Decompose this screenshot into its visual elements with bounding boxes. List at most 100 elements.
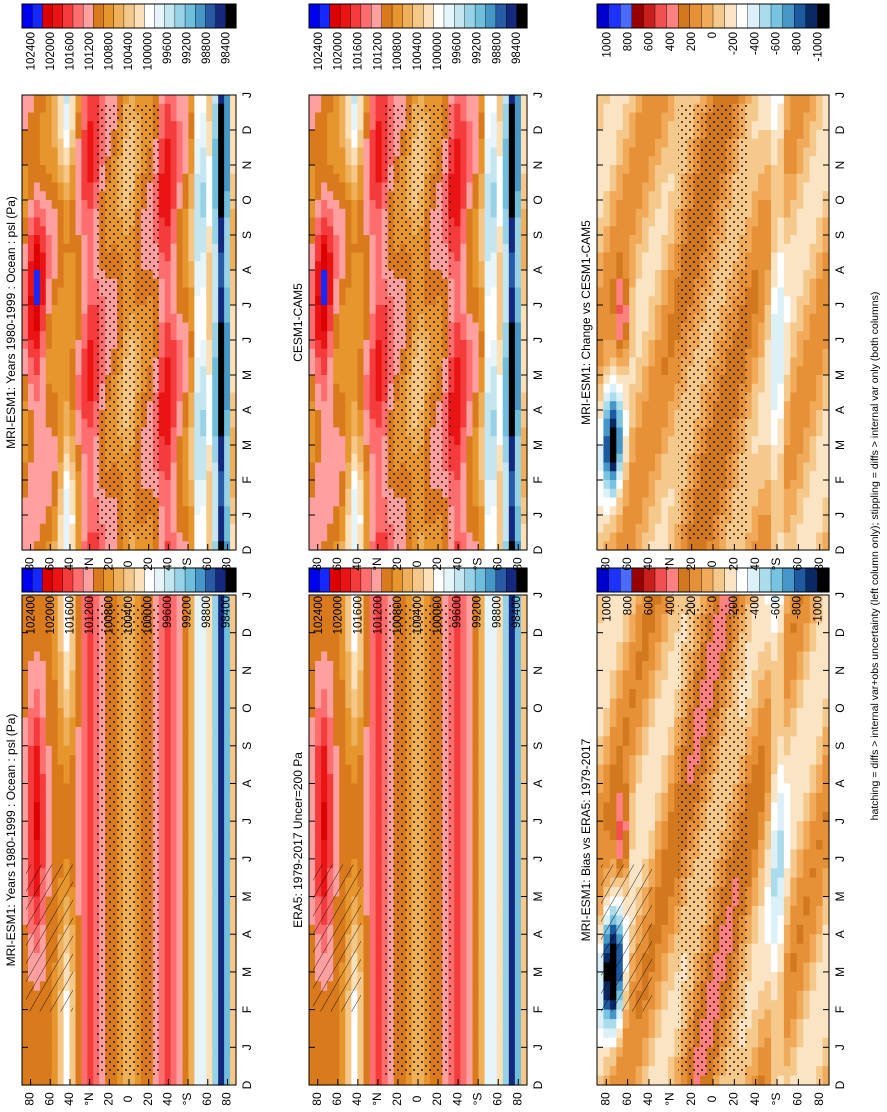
heatmap-cell: [375, 632, 383, 643]
heatmap-cell: [176, 604, 184, 615]
heatmap-cell: [69, 261, 77, 271]
heatmap-cell: [182, 497, 190, 507]
heatmap-cell: [81, 261, 88, 271]
heatmap-cell: [309, 1037, 316, 1048]
heatmap-cell: [321, 604, 328, 615]
heatmap-cell: [224, 112, 231, 122]
heatmap-cell: [93, 924, 100, 935]
heatmap-cell: [27, 305, 35, 315]
heatmap-cell: [212, 278, 219, 289]
heatmap-cell: [206, 651, 213, 662]
heatmap-cell: [188, 736, 195, 747]
heatmap-cell: [375, 849, 383, 860]
heatmap-cell: [51, 1009, 59, 1020]
heatmap-cell: [357, 595, 365, 606]
heatmap-cell: [339, 736, 346, 747]
heatmap-cell: [158, 331, 166, 341]
heatmap-cell: [375, 1066, 383, 1077]
heatmap-cell: [81, 604, 88, 615]
heatmap-cell: [188, 480, 195, 490]
heatmap-cell: [117, 1075, 124, 1086]
heatmap-cell: [206, 1000, 213, 1011]
heatmap-cell: [129, 1075, 136, 1086]
heatmap-cell: [224, 226, 231, 236]
heatmap-cell: [321, 802, 328, 813]
heatmap-cell: [63, 623, 71, 634]
month-tick-label: O: [240, 195, 254, 204]
heatmap-cell: [200, 595, 207, 606]
heatmap-cell: [134, 95, 142, 105]
heatmap-cell: [51, 138, 59, 149]
heatmap-cell: [75, 261, 83, 271]
heatmap-cell: [164, 357, 172, 367]
heatmap-cell: [27, 708, 35, 719]
heatmap-cell: [158, 453, 166, 464]
heatmap-cell: [224, 445, 231, 455]
heatmap-cell: [22, 830, 29, 841]
heatmap-cell: [39, 506, 47, 516]
heatmap-cell: [200, 523, 207, 534]
heatmap-cell: [176, 130, 184, 140]
heatmap-cell: [176, 934, 184, 945]
heatmap-cell: [182, 375, 190, 385]
heatmap-cell: [69, 755, 77, 766]
heatmap-cell: [327, 726, 334, 737]
heatmap-cell: [22, 802, 29, 813]
heatmap-cell: [45, 736, 53, 747]
heatmap-cell: [87, 331, 94, 341]
heatmap-cell: [39, 670, 47, 681]
heatmap-cell: [75, 670, 83, 681]
heatmap-cell: [224, 515, 231, 525]
heatmap-cell: [182, 670, 190, 681]
heatmap-cell: [81, 877, 88, 888]
heatmap-cell: [212, 375, 219, 385]
heatmap-cell: [206, 783, 213, 794]
heatmap-cell: [170, 296, 178, 306]
heatmap-cell: [375, 717, 383, 728]
heatmap-cell: [230, 792, 237, 803]
heatmap-cell: [182, 340, 190, 350]
heatmap-cell: [87, 471, 94, 481]
heatmap-cell: [39, 235, 47, 245]
heatmap-cell: [309, 1009, 316, 1020]
heatmap-cell: [22, 217, 29, 227]
heatmap-cell: [200, 130, 207, 140]
heatmap-cell: [200, 95, 207, 105]
heatmap-cell: [81, 660, 88, 671]
heatmap-cell: [63, 401, 71, 411]
heatmap-cell: [200, 392, 207, 402]
heatmap-cell: [27, 755, 35, 766]
heatmap-cell: [75, 217, 83, 227]
heatmap-cell: [164, 613, 172, 624]
heatmap-cell: [39, 849, 47, 860]
heatmap-cell: [164, 1028, 172, 1039]
lat-tick-label: °N: [82, 1092, 96, 1105]
heatmap-cell: [22, 401, 29, 411]
heatmap-cell: [230, 375, 237, 385]
heatmap-cell: [206, 1019, 213, 1030]
heatmap-cell: [158, 1056, 166, 1067]
heatmap-cell: [333, 1047, 340, 1058]
heatmap-cell: [375, 660, 383, 671]
heatmap-cell: [339, 651, 346, 662]
heatmap-cell: [57, 1037, 65, 1048]
heatmap-cell: [27, 208, 35, 219]
heatmap-cell: [200, 366, 207, 376]
heatmap-cell: [75, 1009, 83, 1020]
heatmap-cell: [81, 924, 88, 935]
heatmap-cell: [375, 755, 383, 766]
heatmap-cell: [182, 541, 190, 551]
heatmap-cell: [33, 313, 41, 324]
heatmap-cell: [45, 726, 53, 737]
heatmap-cell: [182, 200, 190, 210]
heatmap-cell: [33, 278, 41, 289]
heatmap-cell: [63, 375, 71, 385]
heatmap-cell: [39, 792, 47, 803]
heatmap-cell: [45, 392, 53, 402]
heatmap-cell: [218, 436, 225, 446]
heatmap-cell: [87, 200, 94, 210]
heatmap-cell: [176, 1000, 184, 1011]
heatmap-cell: [170, 366, 178, 376]
heatmap-cell: [39, 745, 47, 756]
heatmap-cell: [188, 887, 195, 898]
